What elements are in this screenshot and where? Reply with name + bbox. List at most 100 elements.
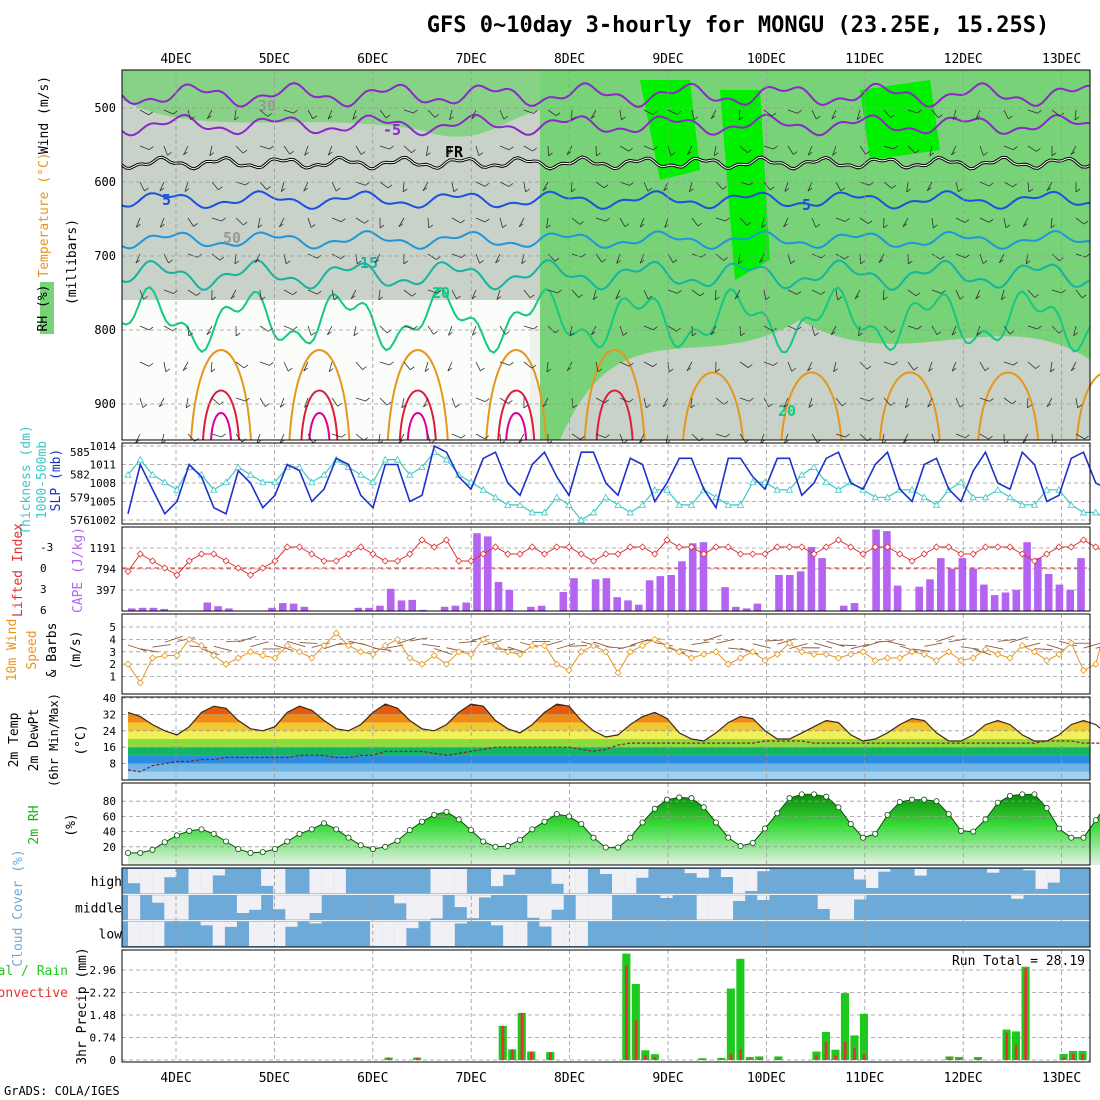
wind-barb (1075, 217, 1085, 225)
wind-barb (303, 181, 309, 192)
wind-barb (955, 289, 961, 300)
wind-barb (951, 325, 957, 336)
cape-bar (451, 605, 460, 611)
y-tick-label-temp: 40 (103, 692, 116, 705)
panel-label-temp-3: (6hr Min/Max) (47, 693, 61, 787)
contour-label: -5 (383, 121, 401, 139)
wind-barb (1037, 325, 1042, 330)
wind-barb (185, 397, 189, 408)
wind-barb (1074, 116, 1080, 121)
rh-point (369, 846, 376, 853)
wind-barb (979, 433, 989, 440)
thickness-point (381, 455, 389, 463)
thickness-point (393, 455, 402, 463)
cape-bar (537, 605, 546, 611)
wind-barb (259, 361, 270, 366)
temp-contour (386, 349, 449, 441)
lifted-index-point (638, 543, 647, 551)
wind-barb (427, 217, 430, 229)
wind-barb (547, 145, 549, 157)
cape-bar (1034, 558, 1042, 611)
cape-bar (440, 606, 449, 611)
wind-barb (639, 259, 645, 264)
wind-barb (739, 325, 742, 337)
y-tick-label-precip: 1.48 (90, 1009, 117, 1022)
wind-speed-point (687, 654, 696, 662)
wind-barb (546, 368, 552, 373)
wind-barb (355, 217, 365, 224)
wind-barb (615, 295, 620, 300)
precip-total-bar (755, 1056, 764, 1060)
cape-bar (667, 575, 675, 611)
wind-barb (905, 404, 910, 408)
wind-barb (523, 181, 526, 192)
wind-barb (878, 259, 884, 263)
wind-barb (1027, 145, 1037, 152)
cape-bar (279, 603, 287, 611)
wind-speed-point (724, 660, 732, 668)
cloud-gap (841, 895, 855, 920)
wind-barb (1009, 330, 1015, 335)
wind-barb-10m (274, 644, 294, 651)
y-tick-label-li: 0 (40, 562, 47, 575)
wind-barb (763, 289, 767, 300)
wind-barb-10m (201, 648, 220, 656)
wind-barb (811, 289, 822, 295)
rh-point (259, 849, 266, 856)
wind-barb (163, 109, 174, 115)
x-tick-label-top: 8DEC (554, 52, 585, 67)
wind-barb (304, 404, 309, 408)
wind-barb (975, 109, 981, 120)
wind-barb (303, 361, 309, 372)
wind-barb (447, 367, 453, 372)
wind-barb (771, 112, 777, 117)
wind-barb (211, 397, 220, 405)
wind-barb (616, 260, 621, 264)
wind-barb (1034, 294, 1039, 298)
cloud-gap (829, 895, 842, 920)
wind-barb (451, 253, 462, 258)
wind-barb (790, 260, 795, 264)
lifted-index-point (406, 550, 414, 558)
cape-bar (225, 608, 233, 611)
wind-barb (662, 403, 668, 408)
wind-barb (931, 217, 934, 228)
lifted-index-point (430, 543, 438, 551)
y-tick-label-slp: 1011 (90, 459, 117, 472)
wind-barb (310, 332, 316, 336)
wind-barb (878, 253, 885, 263)
cape-bar (591, 579, 600, 611)
rh-point (835, 804, 842, 811)
rh-point (737, 843, 744, 850)
wind-barb (917, 325, 922, 330)
wind-barb (643, 397, 647, 408)
wind-barb (858, 332, 863, 337)
wind-speed-point (589, 642, 598, 650)
rh-point (394, 837, 401, 844)
wind-speed-point (295, 648, 304, 656)
wind-barb (1022, 433, 1029, 443)
wind-barb (546, 217, 549, 228)
wind-barb (193, 223, 198, 227)
wind-barb (763, 109, 773, 117)
thickness-point (210, 485, 218, 493)
wind-speed-point (357, 648, 365, 656)
precip-convective-bar (824, 1041, 828, 1060)
wind-barb (787, 109, 798, 114)
wind-barb-10m (127, 644, 147, 652)
wind-barb (725, 217, 730, 222)
rh-point (860, 834, 867, 841)
cloud-gap (333, 869, 346, 894)
wind-barb (908, 260, 913, 265)
wind-barb (569, 332, 575, 337)
wind-barb (427, 433, 431, 444)
thickness-point (222, 478, 230, 486)
lifted-index-point (381, 557, 389, 565)
wind-speed-point (467, 650, 475, 658)
panel-label-wind-3: & Barbs (45, 623, 60, 678)
wind-barb (172, 110, 178, 115)
wind-barb (496, 296, 502, 300)
cloud-gap (285, 895, 298, 920)
cape-panel-frame (121, 526, 1091, 612)
wind-barb (807, 361, 813, 372)
